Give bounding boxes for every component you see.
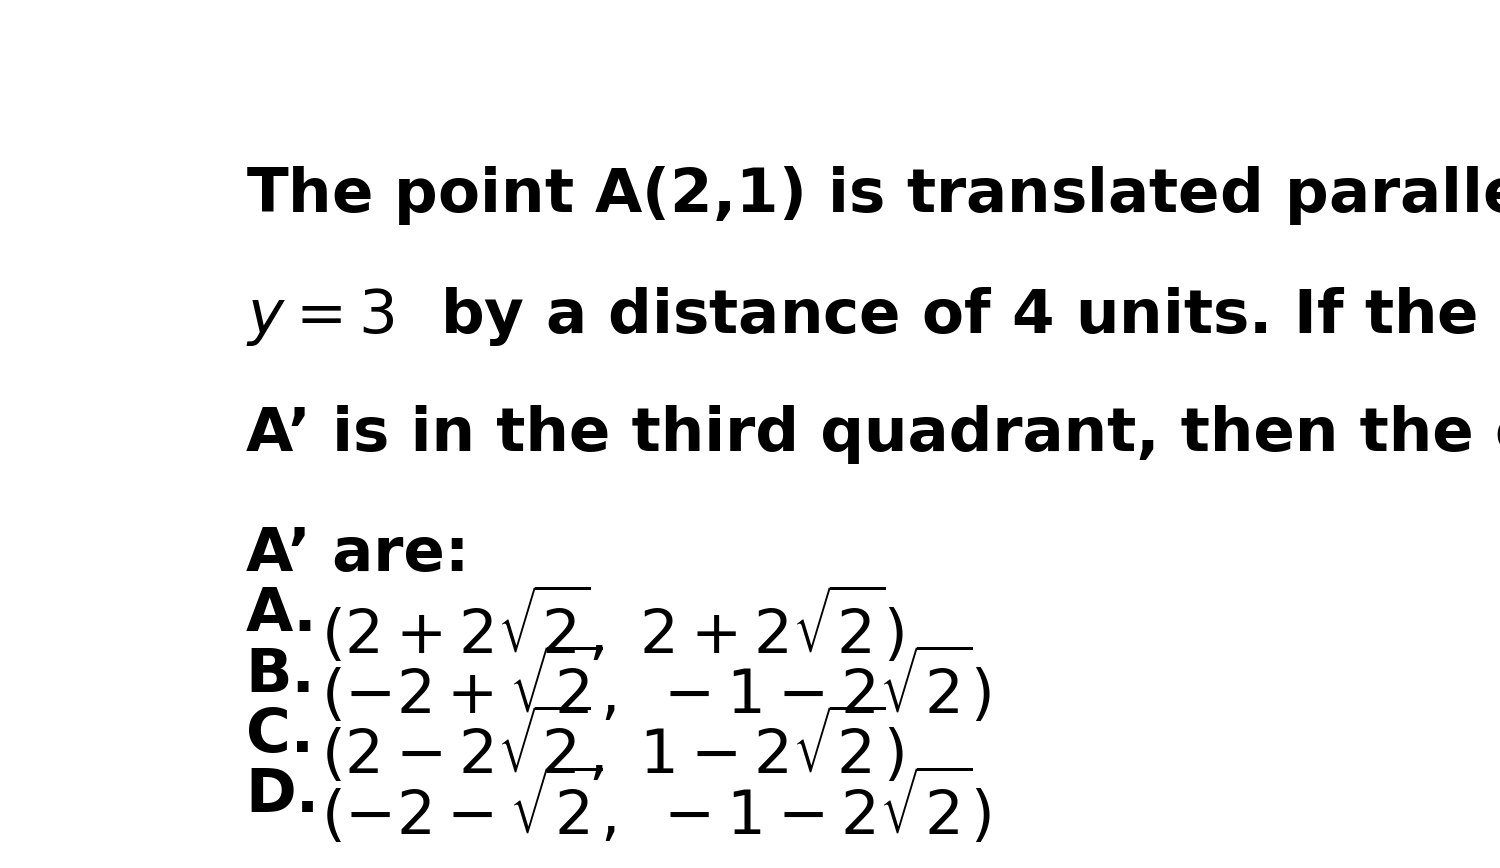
Text: The point A(2,1) is translated parallel to the line  $x -$: The point A(2,1) is translated parallel … [246,164,1500,227]
Text: $(-2 - \sqrt{2},\ -1 - 2\sqrt{2})$: $(-2 - \sqrt{2},\ -1 - 2\sqrt{2})$ [321,766,992,847]
Text: C.: C. [246,706,314,765]
Text: B.: B. [246,646,315,705]
Text: $(2 - 2\sqrt{2},\ 1 - 2\sqrt{2})$: $(2 - 2\sqrt{2},\ 1 - 2\sqrt{2})$ [321,706,904,787]
Text: A’ are:: A’ are: [246,525,470,584]
Text: A.: A. [246,585,318,644]
Text: A’ is in the third quadrant, then the coordinates of: A’ is in the third quadrant, then the co… [246,404,1500,464]
Text: D.: D. [246,766,320,825]
Text: $y = 3$  by a distance of 4 units. If the new position: $y = 3$ by a distance of 4 units. If the… [246,285,1500,347]
Text: $(-2 + \sqrt{2},\ -1 - 2\sqrt{2})$: $(-2 + \sqrt{2},\ -1 - 2\sqrt{2})$ [321,646,992,727]
Text: $(2 + 2\sqrt{2},\ 2 + 2\sqrt{2})$: $(2 + 2\sqrt{2},\ 2 + 2\sqrt{2})$ [321,585,904,667]
